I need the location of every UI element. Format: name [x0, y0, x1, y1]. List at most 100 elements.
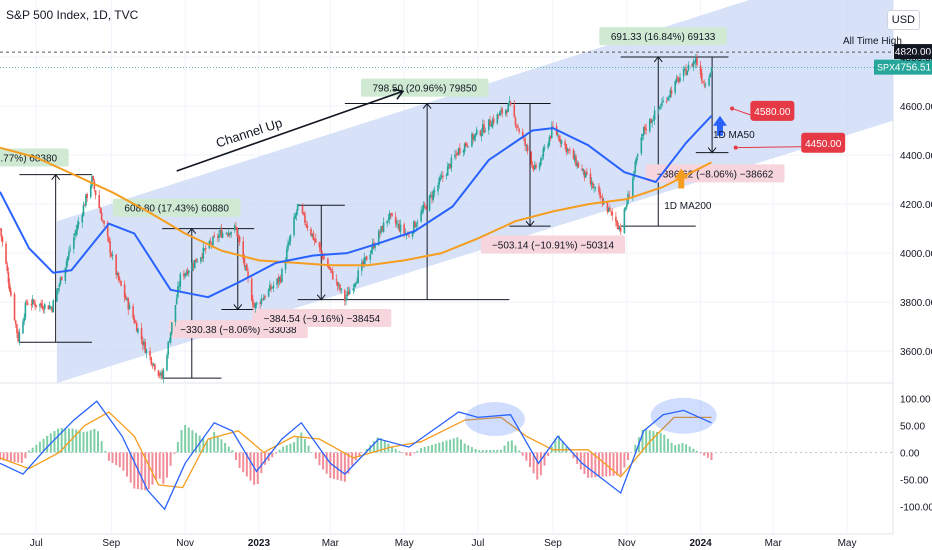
- macd-histogram-bar: [427, 445, 430, 453]
- candle-body: [86, 193, 88, 199]
- macd-histogram-bar: [539, 452, 542, 476]
- candle-body: [154, 364, 156, 370]
- macd-histogram-bar: [191, 430, 194, 453]
- macd-histogram-bar: [322, 452, 325, 470]
- candle-body: [195, 258, 197, 263]
- macd-histogram-bar: [376, 437, 379, 453]
- candle-body: [406, 234, 409, 236]
- candle-body: [508, 101, 511, 105]
- candle-body: [288, 241, 290, 245]
- candle-body: [260, 298, 263, 305]
- candle-body: [194, 260, 196, 268]
- candle-body: [593, 187, 595, 189]
- candle-body: [692, 61, 695, 68]
- candle-body: [471, 133, 473, 147]
- candle-body: [634, 161, 637, 172]
- candle-body: [703, 83, 706, 85]
- target-connector: [735, 146, 802, 149]
- candle-body: [209, 241, 212, 243]
- candle-body: [289, 234, 292, 242]
- macd-histogram-bar: [2, 452, 5, 461]
- candle-body: [151, 364, 154, 366]
- macd-histogram-bar: [209, 437, 212, 453]
- price-tick-label: 3600.00: [900, 347, 932, 358]
- candle-body: [497, 114, 500, 116]
- candle-body: [42, 309, 45, 311]
- macd-histogram-bar: [572, 452, 575, 459]
- candle-body: [411, 232, 414, 237]
- macd-panel: 100.00 50.00 0.00 -50.00 -100.00: [0, 395, 932, 514]
- macd-histogram-bar: [162, 452, 165, 484]
- candle-body: [448, 163, 450, 166]
- candle-body: [229, 233, 231, 235]
- candle-body: [319, 246, 322, 251]
- candle-body: [272, 285, 275, 288]
- currency-button[interactable]: USD: [886, 10, 920, 30]
- macd-histogram-bar: [492, 449, 495, 453]
- macd-histogram-bar: [285, 445, 288, 453]
- candle-body: [439, 177, 442, 180]
- macd-histogram-bar: [126, 452, 129, 477]
- price-tick-label: 4000.00: [900, 249, 932, 260]
- candle-body: [549, 136, 552, 138]
- candle-body: [650, 119, 652, 124]
- macd-histogram-bar: [300, 432, 303, 453]
- candle-body: [521, 131, 524, 138]
- candle-body: [480, 133, 483, 137]
- candle-body: [81, 214, 84, 223]
- candle-body: [22, 321, 24, 334]
- candle-body: [665, 101, 668, 102]
- candle-body: [294, 215, 297, 219]
- macd-histogram-bar: [521, 452, 524, 456]
- candle-body: [318, 242, 321, 248]
- candle-body: [269, 284, 271, 291]
- target-connector: [731, 107, 751, 116]
- macd-tick-label: 50.00: [900, 422, 925, 433]
- candle-body: [501, 108, 503, 114]
- candle-body: [352, 288, 355, 291]
- measure-tool: −503.14 (−10.91%) −50314: [480, 103, 626, 254]
- macd-histogram-bar: [129, 452, 132, 483]
- ma200-arrow: [674, 168, 689, 189]
- candle-body: [450, 157, 453, 168]
- macd-histogram-bar: [140, 452, 143, 490]
- macd-histogram-bar: [147, 452, 150, 490]
- candle-body: [396, 223, 398, 225]
- candle-body: [433, 190, 436, 193]
- time-tick-label: Mar: [322, 538, 340, 549]
- candle-body: [509, 102, 512, 105]
- candle-body: [183, 273, 185, 277]
- candle-body: [271, 287, 274, 289]
- macd-histogram-bar: [238, 452, 241, 469]
- candle-body: [668, 96, 670, 97]
- candle-body: [429, 194, 432, 196]
- candle-body: [82, 205, 85, 216]
- macd-histogram-bar: [688, 446, 691, 453]
- candle-body: [456, 153, 459, 156]
- candle-body: [525, 145, 528, 146]
- macd-histogram-bar: [122, 452, 125, 471]
- candle-body: [221, 233, 224, 238]
- candle-body: [513, 104, 516, 117]
- target-dot: [733, 145, 738, 150]
- measure-label-bg: [112, 198, 241, 217]
- candle-body: [5, 243, 7, 264]
- candle-body: [264, 296, 266, 298]
- candle-body: [530, 151, 533, 165]
- candle-body: [542, 148, 545, 157]
- macd-histogram-bar: [554, 438, 557, 453]
- macd-histogram-bar: [590, 452, 593, 478]
- candle-body: [168, 341, 171, 343]
- macd-histogram-bar: [594, 452, 597, 478]
- candle-body: [496, 114, 499, 124]
- measure-tool: −384.54 (−9.16%) −38454: [252, 204, 392, 328]
- candle-body: [682, 69, 685, 77]
- candle-body: [449, 164, 451, 169]
- candle-body: [10, 290, 12, 296]
- macd-histogram-bar: [467, 445, 470, 453]
- macd-histogram-bar: [423, 446, 426, 453]
- macd-histogram-bar: [536, 452, 539, 480]
- macd-histogram-bar: [187, 427, 190, 453]
- time-tick-label: Sep: [544, 538, 562, 549]
- ma50-arrow: [712, 115, 727, 136]
